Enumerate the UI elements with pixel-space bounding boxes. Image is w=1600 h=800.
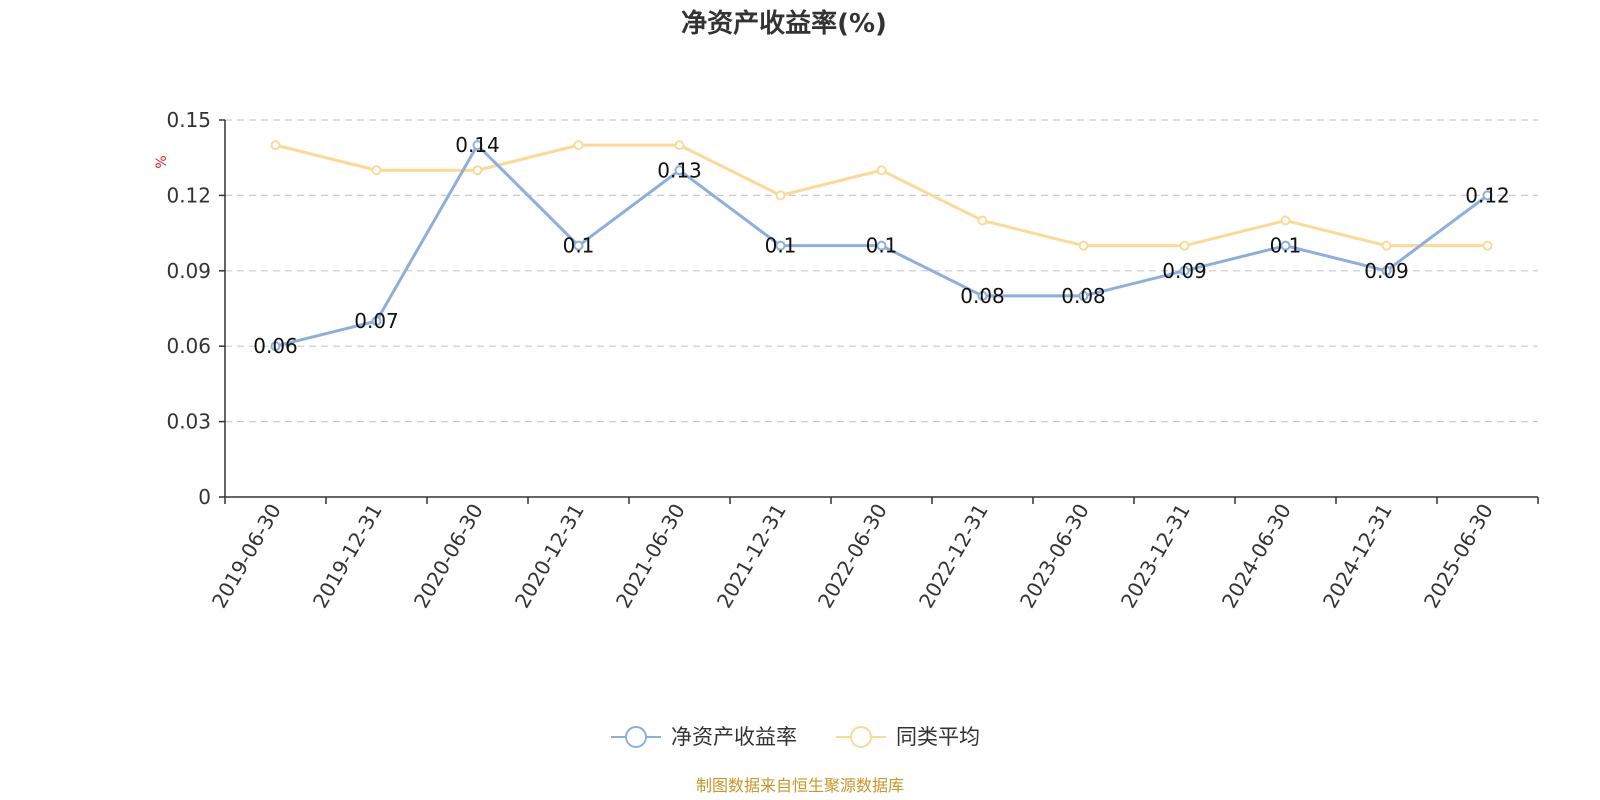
x-tick-label: 2022-12-31 (914, 500, 993, 613)
data-source-note: 制图数据来自恒生聚源数据库 (696, 776, 904, 795)
data-label: 0.13 (657, 158, 702, 182)
data-label: 0.1 (866, 234, 898, 258)
data-point[interactable] (977, 290, 988, 301)
data-label: 0.1 (563, 234, 595, 258)
x-tick-label: 2021-06-30 (611, 500, 690, 613)
data-point[interactable] (371, 316, 382, 327)
data-point[interactable] (270, 341, 281, 352)
data-label: 0.1 (1270, 234, 1302, 258)
data-point[interactable] (876, 165, 887, 176)
data-point[interactable] (1381, 265, 1392, 276)
data-point[interactable] (1482, 240, 1493, 251)
y-tick-label: 0 (198, 485, 211, 509)
y-tick-labels: 0 0.03 0.06 0.09 0.12 0.15 (166, 108, 225, 509)
data-point[interactable] (573, 240, 584, 251)
data-label: 0.07 (354, 309, 399, 333)
data-point[interactable] (472, 140, 483, 151)
data-point[interactable] (674, 140, 685, 151)
x-tick-label: 2019-12-31 (308, 500, 387, 613)
grid-lines (225, 119, 1538, 423)
legend-item-roe[interactable]: 净资产收益率 (611, 725, 797, 749)
data-point[interactable] (1381, 240, 1392, 251)
data-point[interactable] (775, 240, 786, 251)
legend-item-peer-average[interactable]: 同类平均 (836, 725, 980, 749)
legend-label-roe: 净资产收益率 (671, 725, 797, 749)
legend-marker-roe (625, 726, 647, 748)
data-point[interactable] (1179, 240, 1190, 251)
x-tick-label: 2024-12-31 (1318, 500, 1397, 613)
y-tick-label: 0.12 (166, 183, 211, 207)
data-label: 0.1 (765, 234, 797, 258)
data-label: 0.08 (960, 284, 1005, 308)
x-tick-label: 2020-12-31 (510, 500, 589, 613)
y-tick-label: 0.15 (166, 108, 211, 132)
y-axis-unit: % (154, 155, 170, 168)
data-point[interactable] (472, 165, 483, 176)
data-label: 0.09 (1364, 259, 1409, 283)
data-point[interactable] (876, 240, 887, 251)
data-label: 0.14 (455, 133, 500, 157)
x-tick-label: 2023-06-30 (1015, 500, 1094, 613)
x-tick-label: 2019-06-30 (207, 500, 286, 613)
data-label: 0.09 (1162, 259, 1207, 283)
data-point[interactable] (1482, 190, 1493, 201)
legend-marker-peer-average (850, 726, 872, 748)
series (270, 140, 1493, 352)
data-point[interactable] (977, 215, 988, 226)
data-point[interactable] (1179, 265, 1190, 276)
x-tick-label: 2024-06-30 (1217, 500, 1296, 613)
x-tick-label: 2023-12-31 (1116, 500, 1195, 613)
legend: 净资产收益率 同类平均 (611, 725, 980, 749)
data-labels: 0.06 0.07 0.14 0.1 0.13 0.1 0.1 0.08 0.08 0.09 0.1… (253, 133, 1510, 358)
data-point[interactable] (270, 140, 281, 151)
data-point[interactable] (775, 190, 786, 201)
axes (224, 120, 1538, 498)
x-tick-label: 2021-12-31 (712, 500, 791, 613)
x-tick-label: 2022-06-30 (813, 500, 892, 613)
data-point[interactable] (1078, 240, 1089, 251)
data-label: 0.12 (1465, 183, 1510, 207)
data-point[interactable] (371, 165, 382, 176)
y-tick-label: 0.03 (166, 410, 211, 434)
data-point[interactable] (1078, 290, 1089, 301)
data-point[interactable] (573, 140, 584, 151)
data-label: 0.06 (253, 334, 298, 358)
data-point[interactable] (1280, 240, 1291, 251)
x-tick-label: 2025-06-30 (1419, 500, 1498, 613)
legend-label-peer-average: 同类平均 (896, 725, 980, 749)
x-tick-label: 2020-06-30 (409, 500, 488, 613)
chart-title: 净资产收益率(%) (681, 8, 887, 39)
data-point[interactable] (674, 165, 685, 176)
x-tick-labels: 2019-06-30 2019-12-31 2020-06-30 2020-12-31… (207, 497, 1539, 613)
y-tick-label: 0.06 (166, 334, 211, 358)
data-point[interactable] (1280, 215, 1291, 226)
y-tick-label: 0.09 (166, 259, 211, 283)
data-label: 0.08 (1061, 284, 1106, 308)
